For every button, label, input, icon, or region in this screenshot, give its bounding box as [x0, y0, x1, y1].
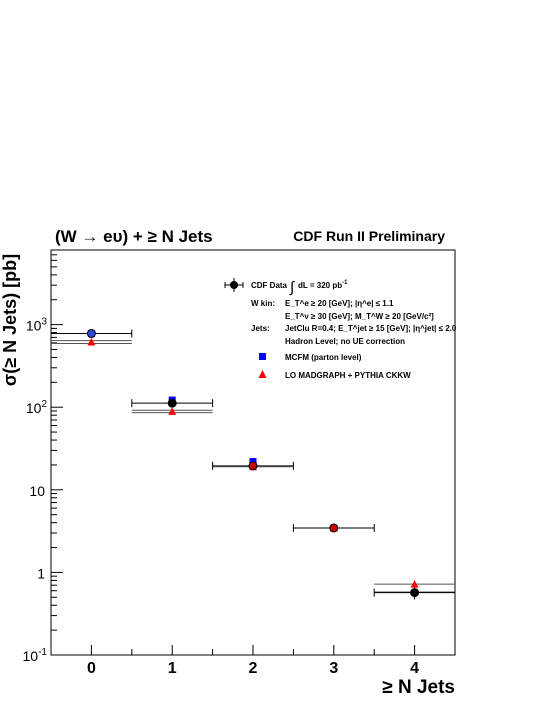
y-tick-label: 1	[37, 565, 45, 581]
lo-point	[87, 338, 96, 346]
data-point	[410, 588, 420, 598]
chart-title: (W → eυ) + ≥ N Jets	[55, 227, 213, 246]
legend-mcfm-label: MCFM (parton level)	[285, 353, 362, 362]
data-marks	[50, 329, 456, 600]
y-axis-label: σ(≥ N Jets) [pb]	[0, 254, 20, 386]
x-tick-label: 2	[249, 660, 258, 677]
chart-subtitle: CDF Run II Preliminary	[293, 228, 445, 244]
integral-sign: ∫	[289, 279, 296, 296]
data-point	[248, 461, 258, 471]
legend-cut-head: W kin:	[251, 299, 275, 308]
y-tick-label: 10	[29, 483, 45, 499]
x-axis-label: ≥ N Jets	[382, 677, 455, 698]
legend-lo-marker	[258, 370, 267, 378]
y-tick-label: 103	[26, 317, 48, 334]
legend: CDF Data ∫ dL = 320 pb-1 W kin: E_T^e ≥ …	[224, 278, 457, 380]
lo-point	[410, 580, 419, 588]
legend-cut-text: E_T^e ≥ 20 [GeV]; |η^e| ≤ 1.1	[285, 299, 394, 308]
y-tick-label: 102	[26, 399, 48, 416]
x-tick-label: 0	[87, 660, 96, 677]
y-tick-label: 10-1	[23, 647, 48, 664]
legend-lo-label: LO MADGRAPH + PYTHIA CKKW	[285, 371, 411, 380]
legend-mcfm-marker	[259, 353, 266, 360]
data-point	[329, 523, 339, 533]
legend-data-label: CDF Data	[251, 281, 288, 290]
x-tick-label: 3	[329, 660, 338, 677]
x-tick-label: 1	[168, 660, 177, 677]
legend-lumi: dL = 320 pb-1	[298, 280, 348, 290]
x-tick-label: 4	[410, 660, 419, 677]
legend-cut-text: Hadron Level; no UE correction	[285, 337, 405, 346]
axes: 10-1 1 10 102 103 0 1 2 3 4	[23, 249, 456, 677]
data-point	[167, 398, 177, 408]
data-point	[86, 329, 96, 339]
plot-frame	[50, 249, 456, 656]
legend-cut-text: E_T^ν ≥ 30 [GeV]; M_T^W ≥ 20 [GeV/c²]	[285, 312, 434, 321]
lo-point	[168, 407, 177, 415]
legend-data-marker	[224, 278, 244, 292]
legend-cut-text: JetClu R=0.4; E_T^jet ≥ 15 [GeV]; |η^jet…	[285, 324, 457, 333]
legend-cut-head: Jets:	[251, 324, 270, 333]
